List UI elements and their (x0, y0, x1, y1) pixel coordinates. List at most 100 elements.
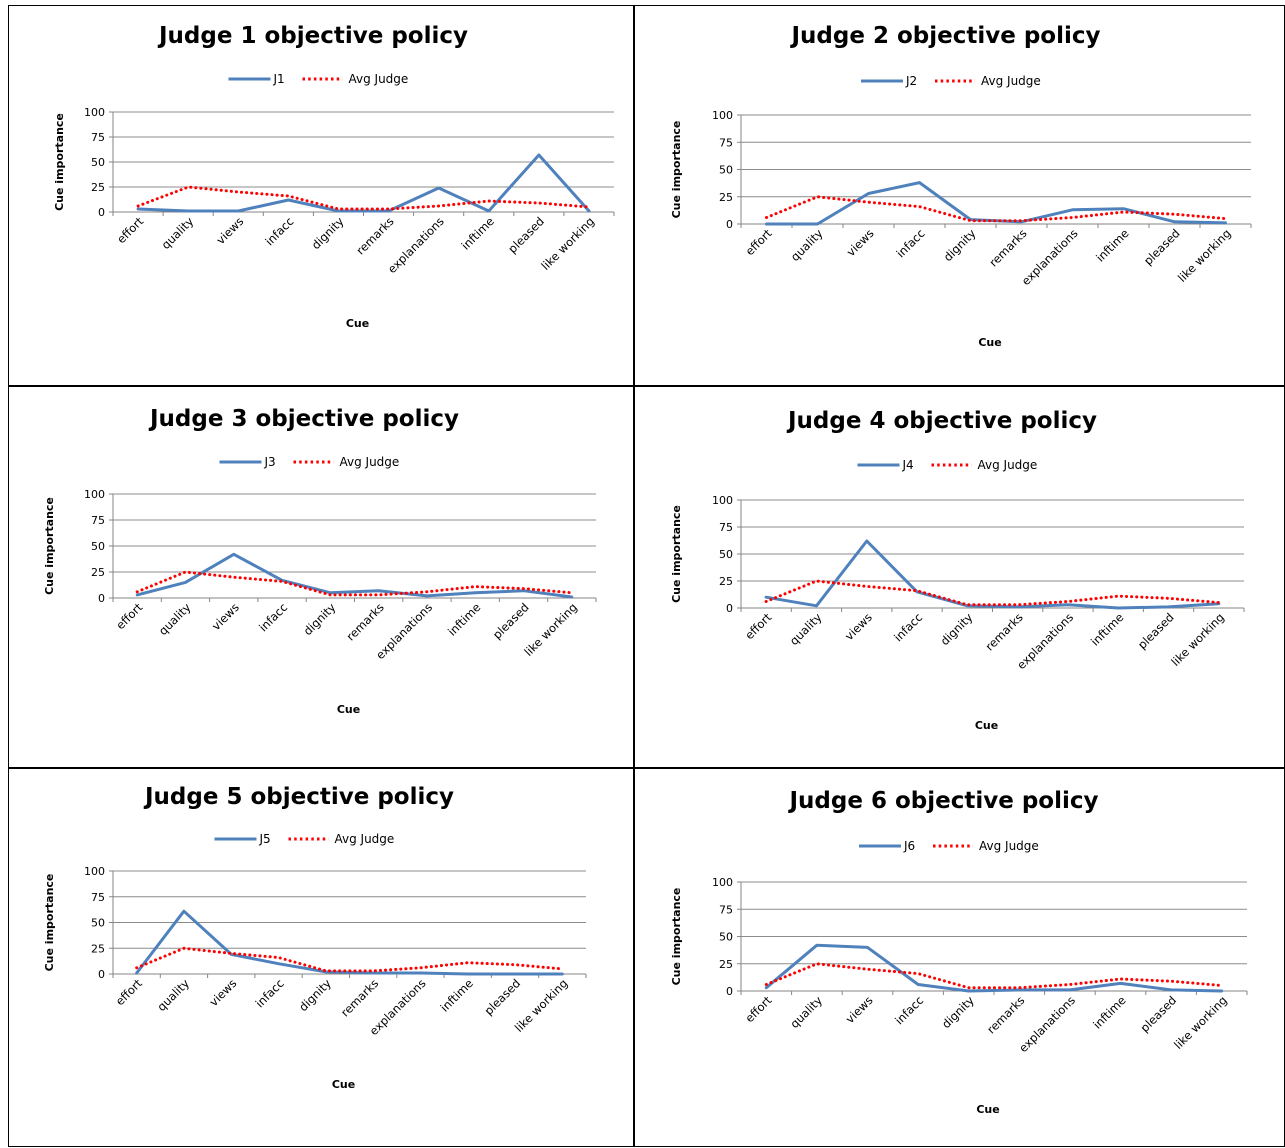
x-tick-label: infacc (256, 600, 290, 634)
y-tick-label: 50 (91, 156, 105, 169)
x-tick-label: infacc (892, 993, 926, 1027)
x-tick-label: effort (742, 610, 774, 642)
x-tick-label: inftime (1093, 226, 1131, 264)
y-tick-label: 25 (719, 575, 733, 588)
legend-label: Avg Judge (981, 74, 1041, 88)
x-tick-label: infacc (894, 226, 928, 260)
legend-label: Avg Judge (979, 839, 1039, 853)
y-tick-label: 100 (84, 488, 105, 501)
y-tick-label: 75 (719, 903, 733, 916)
y-axis-title: Cue importance (43, 497, 56, 595)
line-chart: Judge 5 objective policy J5 Avg Judge 0 25 50… (9, 769, 635, 1148)
chart-title: Judge 5 objective policy (143, 784, 454, 810)
x-tick-label: quality (788, 226, 826, 264)
legend-label: Avg Judge (335, 832, 395, 846)
y-axis-title: Cue importance (670, 888, 683, 986)
x-tick-label: pleased (1141, 226, 1183, 268)
series-line-avg-judge (137, 948, 563, 971)
x-tick-label: like working (1175, 226, 1234, 285)
chart-title: Judge 3 objective policy (148, 406, 459, 432)
legend-label: J3 (264, 455, 276, 469)
y-tick-label: 75 (719, 521, 733, 534)
legend-label: J4 (902, 458, 914, 472)
chart-title: Judge 1 objective policy (157, 23, 468, 49)
series-line-j3 (137, 554, 572, 597)
x-tick-label: effort (742, 993, 774, 1025)
x-tick-label: effort (743, 226, 775, 258)
chart-title: Judge 6 objective policy (788, 788, 1099, 814)
y-tick-label: 50 (719, 164, 733, 177)
x-tick-label: remarks (344, 600, 387, 643)
y-tick-label: 75 (719, 136, 733, 149)
y-tick-label: 25 (91, 566, 105, 579)
legend-label: Avg Judge (978, 458, 1038, 472)
x-tick-label: effort (113, 976, 145, 1008)
x-tick-label: inftime (458, 214, 496, 252)
y-tick-label: 0 (726, 985, 733, 998)
x-tick-label: quality (159, 214, 197, 252)
y-tick-label: 100 (712, 109, 733, 122)
x-tick-label: inftime (437, 976, 475, 1014)
y-tick-label: 75 (91, 131, 105, 144)
y-tick-label: 0 (726, 218, 733, 231)
y-tick-label: 25 (91, 942, 105, 955)
series-line-j1 (138, 155, 589, 211)
chart-panel-judge-2: Judge 2 objective policy J2 Avg Judge 0 25 50… (634, 5, 1285, 386)
x-tick-label: views (844, 226, 877, 259)
x-tick-label: infacc (891, 610, 925, 644)
line-chart: Judge 6 objective policy J6 Avg Judge 0 25 50… (635, 769, 1285, 1148)
x-tick-label: effort (114, 214, 146, 246)
y-tick-label: 50 (91, 917, 105, 930)
x-tick-label: pleased (1138, 993, 1180, 1035)
y-tick-label: 0 (98, 968, 105, 981)
y-axis-title: Cue importance (670, 121, 683, 219)
x-tick-label: pleased (505, 214, 547, 256)
x-tick-label: inftime (1090, 993, 1128, 1031)
series-line-avg-judge (138, 187, 589, 209)
y-axis-title: Cue importance (670, 505, 683, 603)
x-tick-label: remarks (984, 993, 1027, 1036)
y-tick-label: 50 (719, 931, 733, 944)
x-tick-label: quality (787, 610, 825, 648)
x-axis-title: Cue (976, 1103, 999, 1116)
y-axis-title: Cue importance (53, 113, 66, 211)
y-tick-label: 75 (91, 514, 105, 527)
x-tick-label: remarks (986, 226, 1029, 269)
x-tick-label: inftime (1088, 610, 1126, 648)
x-axis-title: Cue (337, 703, 360, 716)
legend-label: J6 (903, 839, 915, 853)
series-line-j2 (767, 183, 1226, 224)
x-tick-label: views (209, 600, 242, 633)
x-tick-label: pleased (481, 976, 523, 1018)
legend-label: J5 (259, 832, 271, 846)
chart-title: Judge 4 objective policy (786, 408, 1097, 434)
x-tick-label: views (842, 610, 875, 643)
x-tick-label: pleased (490, 600, 532, 642)
line-chart: Judge 2 objective policy J2 Avg Judge 0 25 50… (635, 6, 1285, 387)
x-tick-label: like working (1171, 993, 1230, 1052)
x-tick-label: quality (154, 976, 192, 1014)
x-tick-label: views (214, 214, 247, 247)
x-tick-label: infacc (253, 976, 287, 1010)
y-tick-label: 25 (719, 958, 733, 971)
x-axis-title: Cue (346, 317, 369, 330)
y-tick-label: 75 (91, 891, 105, 904)
x-tick-label: quality (787, 993, 825, 1031)
chart-panel-judge-5: Judge 5 objective policy J5 Avg Judge 0 25 50… (8, 768, 634, 1147)
x-tick-label: dignity (309, 214, 347, 252)
chart-title: Judge 2 objective policy (790, 23, 1101, 49)
legend-label: J2 (905, 74, 917, 88)
y-tick-label: 50 (719, 548, 733, 561)
x-tick-label: remarks (983, 610, 1026, 653)
legend-label: Avg Judge (340, 455, 400, 469)
x-tick-label: dignity (939, 993, 977, 1031)
series-line-j6 (766, 945, 1221, 991)
y-tick-label: 25 (719, 191, 733, 204)
x-tick-label: dignity (938, 610, 976, 648)
y-tick-label: 0 (726, 602, 733, 615)
y-tick-label: 25 (91, 181, 105, 194)
